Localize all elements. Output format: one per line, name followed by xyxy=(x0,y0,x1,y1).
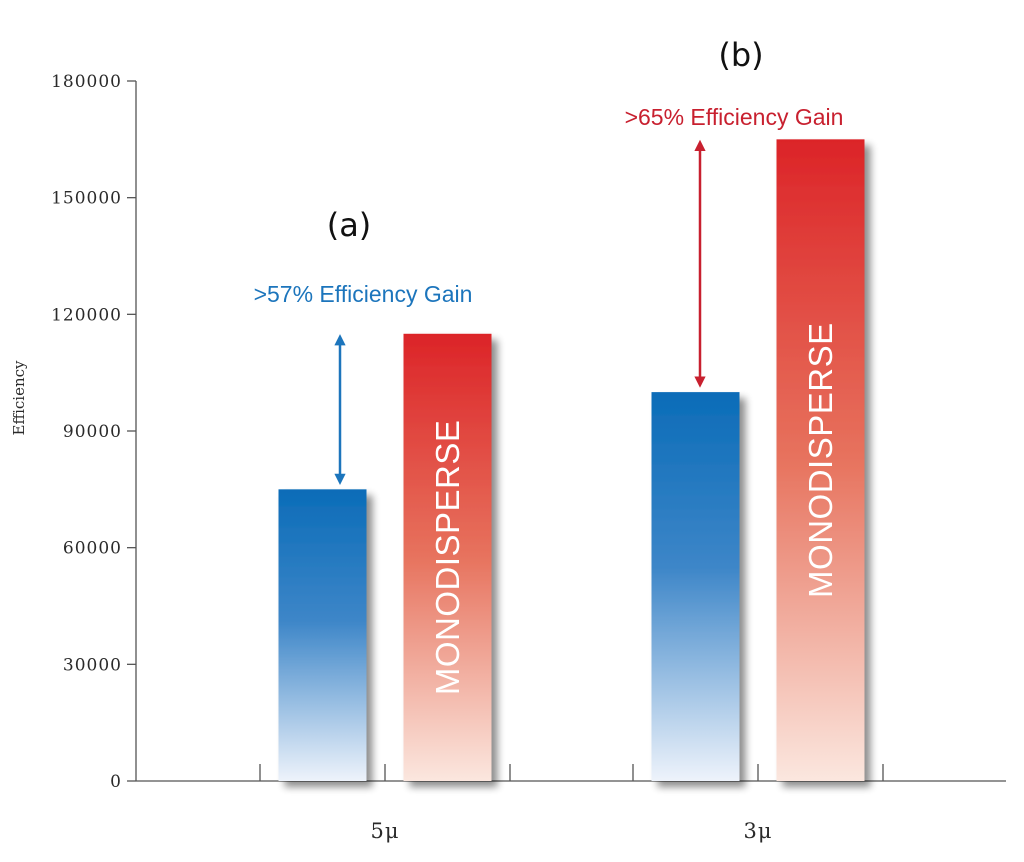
y-tick-label: 90000 xyxy=(63,422,122,442)
y-tick-label: 30000 xyxy=(63,655,122,675)
efficiency-gain-label: >65% Efficiency Gain xyxy=(625,104,844,130)
annotations: (a) >57% Efficiency Gain (b) >65% Efficienc… xyxy=(254,36,844,485)
y-tick-label: 0 xyxy=(110,772,122,792)
category-label: 3μ xyxy=(743,819,772,843)
y-tick-label: 180000 xyxy=(51,72,122,92)
y-axis-title: Efficiency xyxy=(10,360,28,436)
bar-monodisperse xyxy=(403,333,492,781)
panel-label: (b) xyxy=(718,36,763,74)
bar-monodisperse xyxy=(776,139,865,782)
bar-standard xyxy=(278,489,367,781)
y-tick-label: 120000 xyxy=(51,305,122,325)
y-tick-label: 150000 xyxy=(51,189,122,209)
axes: 0 30000 60000 90000 120000 150000 180000 5μ 3μ xyxy=(51,72,1006,843)
efficiency-gain-label: >57% Efficiency Gain xyxy=(254,281,473,307)
category-label: 5μ xyxy=(370,819,399,843)
bar-series-label: MONODISPERSE xyxy=(802,322,839,598)
bars: MONODISPERSE MONODISPERSE xyxy=(278,139,865,782)
bar-standard xyxy=(651,392,740,781)
y-tick-label: 60000 xyxy=(63,539,122,559)
bar-series-label: MONODISPERSE xyxy=(429,420,466,696)
panel-label: (a) xyxy=(327,206,372,244)
